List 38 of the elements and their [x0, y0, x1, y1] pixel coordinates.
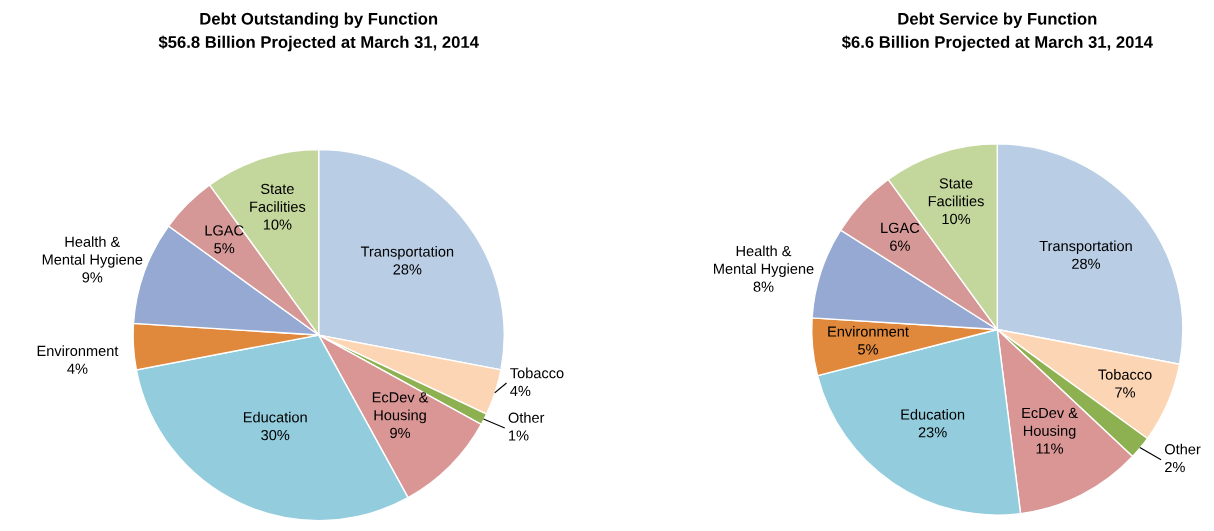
- data-label: 9%: [82, 272, 103, 283]
- data-label: 2%: [1165, 461, 1185, 473]
- data-label: 6%: [890, 240, 910, 251]
- slice-label: Tobacco: [1098, 369, 1152, 380]
- data-label: 5%: [858, 344, 878, 355]
- slice-label: Other: [1165, 443, 1201, 455]
- slice-label: State Facilities: [928, 178, 984, 207]
- slice-label: EcDev & Housing: [372, 392, 429, 424]
- slice-label: State Facilities: [250, 183, 306, 212]
- data-label: 10%: [942, 213, 971, 225]
- data-label: 23%: [918, 427, 947, 438]
- data-label: 4%: [67, 363, 88, 374]
- slice-label: Tobacco: [510, 367, 564, 379]
- slice-label: Education: [243, 411, 307, 423]
- data-label: 4%: [510, 385, 531, 397]
- chart-title: Debt Outstanding by Function $56.8 Billion Projected at March 31, 2014: [158, 12, 479, 52]
- slice-label: LGAC: [881, 222, 920, 234]
- data-label: 9%: [390, 427, 411, 439]
- slice-label: Transportation: [360, 246, 454, 260]
- chart-title: Debt Service by Function $6.6 Billion Projected at March 31, 2014: [841, 12, 1153, 52]
- data-label: 30%: [261, 429, 290, 441]
- slice-label: LGAC: [205, 225, 244, 236]
- slice-label: Education: [901, 408, 965, 420]
- slice-label: Health & Mental Hygiene: [42, 236, 143, 268]
- data-label: 28%: [1072, 258, 1101, 269]
- slice-label: Transportation: [1039, 240, 1132, 255]
- slice-label: Other: [508, 412, 545, 423]
- data-label: 10%: [263, 219, 292, 230]
- slice-label: Environment: [828, 326, 909, 337]
- data-label: 8%: [753, 281, 774, 292]
- data-label: 28%: [393, 264, 422, 275]
- slice-label: EcDev & Housing: [1022, 407, 1078, 439]
- data-label: 11%: [1036, 443, 1064, 454]
- slice-label: Environment: [37, 345, 119, 357]
- data-label: 7%: [1115, 387, 1136, 398]
- data-label: 1%: [509, 430, 529, 441]
- data-label: 5%: [214, 243, 235, 254]
- slice-label: Health & Mental Hygiene: [714, 245, 814, 277]
